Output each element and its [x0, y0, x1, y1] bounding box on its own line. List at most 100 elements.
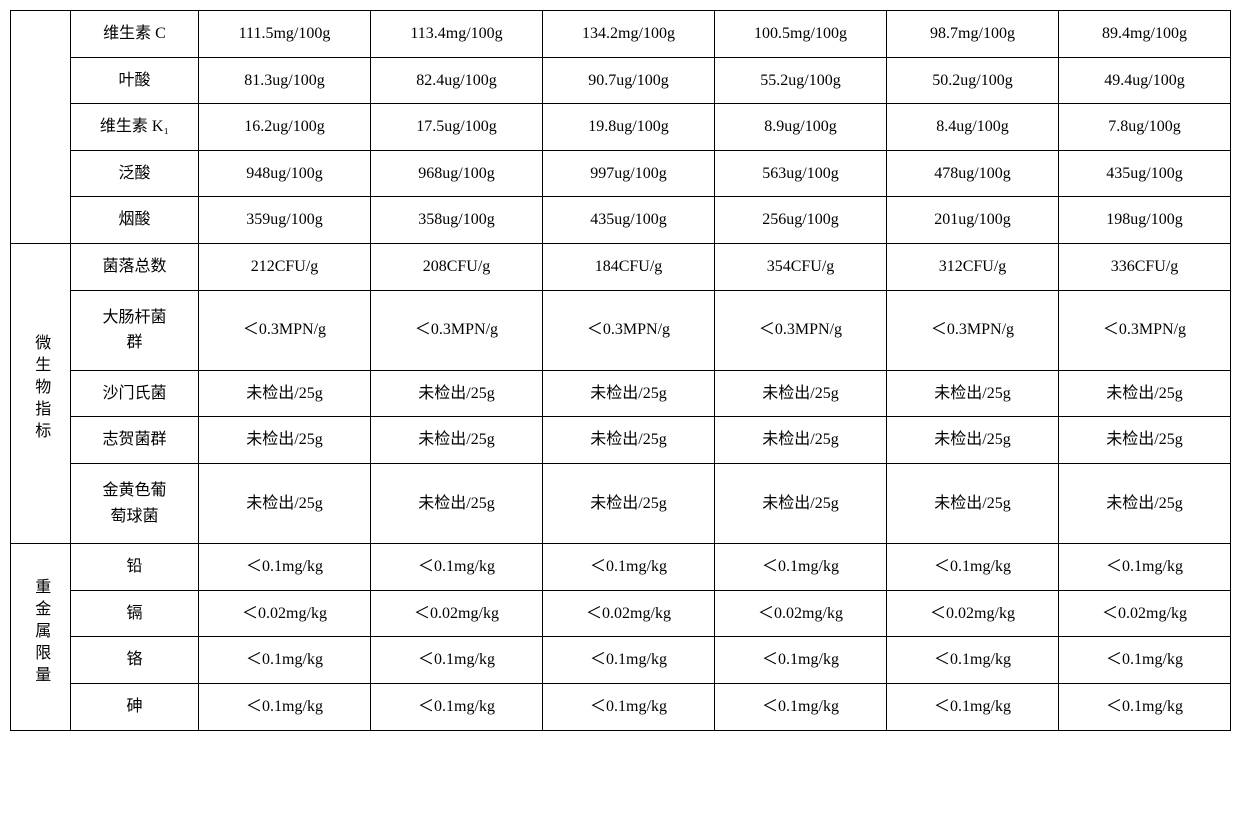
- cell: ＜0.1mg/kg: [371, 637, 543, 684]
- cell: 184CFU/g: [543, 243, 715, 290]
- cell: 113.4mg/100g: [371, 11, 543, 58]
- cell: ＜0.1mg/kg: [1059, 683, 1231, 730]
- table-row: 烟酸 359ug/100g 358ug/100g 435ug/100g 256u…: [11, 197, 1231, 244]
- cell: 354CFU/g: [715, 243, 887, 290]
- cell: ＜0.1mg/kg: [199, 544, 371, 591]
- cell: 未检出/25g: [543, 370, 715, 417]
- cell: ＜0.3MPN/g: [715, 290, 887, 370]
- table-row: 金黄色葡萄球菌 未检出/25g 未检出/25g 未检出/25g 未检出/25g …: [11, 463, 1231, 543]
- cell: 未检出/25g: [887, 417, 1059, 464]
- table-row: 沙门氏菌 未检出/25g 未检出/25g 未检出/25g 未检出/25g 未检出…: [11, 370, 1231, 417]
- cell: 8.4ug/100g: [887, 104, 1059, 151]
- cell: 未检出/25g: [887, 370, 1059, 417]
- cell: 50.2ug/100g: [887, 57, 1059, 104]
- nutrition-table: 维生素 C 111.5mg/100g 113.4mg/100g 134.2mg/…: [10, 10, 1231, 731]
- cell: 16.2ug/100g: [199, 104, 371, 151]
- cell: 7.8ug/100g: [1059, 104, 1231, 151]
- cell: 111.5mg/100g: [199, 11, 371, 58]
- cell: 未检出/25g: [371, 417, 543, 464]
- row-name: 铬: [71, 637, 199, 684]
- cell: 未检出/25g: [715, 370, 887, 417]
- cell: 212CFU/g: [199, 243, 371, 290]
- table-row: 微生物指标 菌落总数 212CFU/g 208CFU/g 184CFU/g 35…: [11, 243, 1231, 290]
- cell: 134.2mg/100g: [543, 11, 715, 58]
- table-row: 叶酸 81.3ug/100g 82.4ug/100g 90.7ug/100g 5…: [11, 57, 1231, 104]
- cell: 312CFU/g: [887, 243, 1059, 290]
- cell: 未检出/25g: [715, 463, 887, 543]
- cell: 17.5ug/100g: [371, 104, 543, 151]
- cell: ＜0.1mg/kg: [887, 637, 1059, 684]
- cell: 198ug/100g: [1059, 197, 1231, 244]
- cell: ＜0.1mg/kg: [715, 637, 887, 684]
- cell: ＜0.3MPN/g: [199, 290, 371, 370]
- cell: ＜0.1mg/kg: [543, 637, 715, 684]
- cell: 81.3ug/100g: [199, 57, 371, 104]
- cell: ＜0.3MPN/g: [1059, 290, 1231, 370]
- table-row: 维生素 C 111.5mg/100g 113.4mg/100g 134.2mg/…: [11, 11, 1231, 58]
- cell: ＜0.3MPN/g: [543, 290, 715, 370]
- cell: 435ug/100g: [543, 197, 715, 244]
- cell: 968ug/100g: [371, 150, 543, 197]
- table-row: 志贺菌群 未检出/25g 未检出/25g 未检出/25g 未检出/25g 未检出…: [11, 417, 1231, 464]
- cell: 98.7mg/100g: [887, 11, 1059, 58]
- cell: ＜0.1mg/kg: [887, 683, 1059, 730]
- cell: 未检出/25g: [1059, 417, 1231, 464]
- cell: 90.7ug/100g: [543, 57, 715, 104]
- row-name: 镉: [71, 590, 199, 637]
- cell: 未检出/25g: [715, 417, 887, 464]
- group-header-vitamins: [11, 11, 71, 244]
- group-label: 重金属限量: [28, 578, 54, 688]
- row-name: 叶酸: [71, 57, 199, 104]
- cell: ＜0.02mg/kg: [715, 590, 887, 637]
- cell: 256ug/100g: [715, 197, 887, 244]
- cell: 55.2ug/100g: [715, 57, 887, 104]
- cell: 89.4mg/100g: [1059, 11, 1231, 58]
- cell: ＜0.02mg/kg: [371, 590, 543, 637]
- table-row: 铬 ＜0.1mg/kg ＜0.1mg/kg ＜0.1mg/kg ＜0.1mg/k…: [11, 637, 1231, 684]
- cell: 208CFU/g: [371, 243, 543, 290]
- cell: ＜0.1mg/kg: [887, 544, 1059, 591]
- cell: 359ug/100g: [199, 197, 371, 244]
- cell: 19.8ug/100g: [543, 104, 715, 151]
- cell: 100.5mg/100g: [715, 11, 887, 58]
- row-name: 菌落总数: [71, 243, 199, 290]
- row-name: 志贺菌群: [71, 417, 199, 464]
- cell: 未检出/25g: [543, 417, 715, 464]
- cell: ＜0.02mg/kg: [199, 590, 371, 637]
- table-row: 重金属限量 铅 ＜0.1mg/kg ＜0.1mg/kg ＜0.1mg/kg ＜0…: [11, 544, 1231, 591]
- cell: 201ug/100g: [887, 197, 1059, 244]
- cell: 478ug/100g: [887, 150, 1059, 197]
- row-name: 沙门氏菌: [71, 370, 199, 417]
- cell: ＜0.1mg/kg: [371, 544, 543, 591]
- cell: ＜0.1mg/kg: [715, 544, 887, 591]
- cell: 336CFU/g: [1059, 243, 1231, 290]
- cell: ＜0.1mg/kg: [1059, 544, 1231, 591]
- row-name: 烟酸: [71, 197, 199, 244]
- cell: 未检出/25g: [371, 370, 543, 417]
- row-name: 砷: [71, 683, 199, 730]
- cell: 997ug/100g: [543, 150, 715, 197]
- group-header-metals: 重金属限量: [11, 544, 71, 730]
- cell: ＜0.1mg/kg: [371, 683, 543, 730]
- table-row: 镉 ＜0.02mg/kg ＜0.02mg/kg ＜0.02mg/kg ＜0.02…: [11, 590, 1231, 637]
- cell: ＜0.02mg/kg: [1059, 590, 1231, 637]
- cell: ＜0.1mg/kg: [715, 683, 887, 730]
- row-name: 泛酸: [71, 150, 199, 197]
- cell: ＜0.3MPN/g: [887, 290, 1059, 370]
- cell: 未检出/25g: [1059, 370, 1231, 417]
- cell: ＜0.1mg/kg: [199, 637, 371, 684]
- cell: 未检出/25g: [199, 417, 371, 464]
- row-name: 铅: [71, 544, 199, 591]
- cell: ＜0.3MPN/g: [371, 290, 543, 370]
- table-row: 砷 ＜0.1mg/kg ＜0.1mg/kg ＜0.1mg/kg ＜0.1mg/k…: [11, 683, 1231, 730]
- group-label: 微生物指标: [28, 334, 54, 444]
- cell: 563ug/100g: [715, 150, 887, 197]
- cell: 未检出/25g: [1059, 463, 1231, 543]
- cell: 未检出/25g: [887, 463, 1059, 543]
- row-name: 维生素 K₁: [71, 104, 199, 151]
- cell: 358ug/100g: [371, 197, 543, 244]
- cell: 49.4ug/100g: [1059, 57, 1231, 104]
- cell: ＜0.1mg/kg: [1059, 637, 1231, 684]
- table-row: 大肠杆菌群 ＜0.3MPN/g ＜0.3MPN/g ＜0.3MPN/g ＜0.3…: [11, 290, 1231, 370]
- group-header-micro: 微生物指标: [11, 243, 71, 543]
